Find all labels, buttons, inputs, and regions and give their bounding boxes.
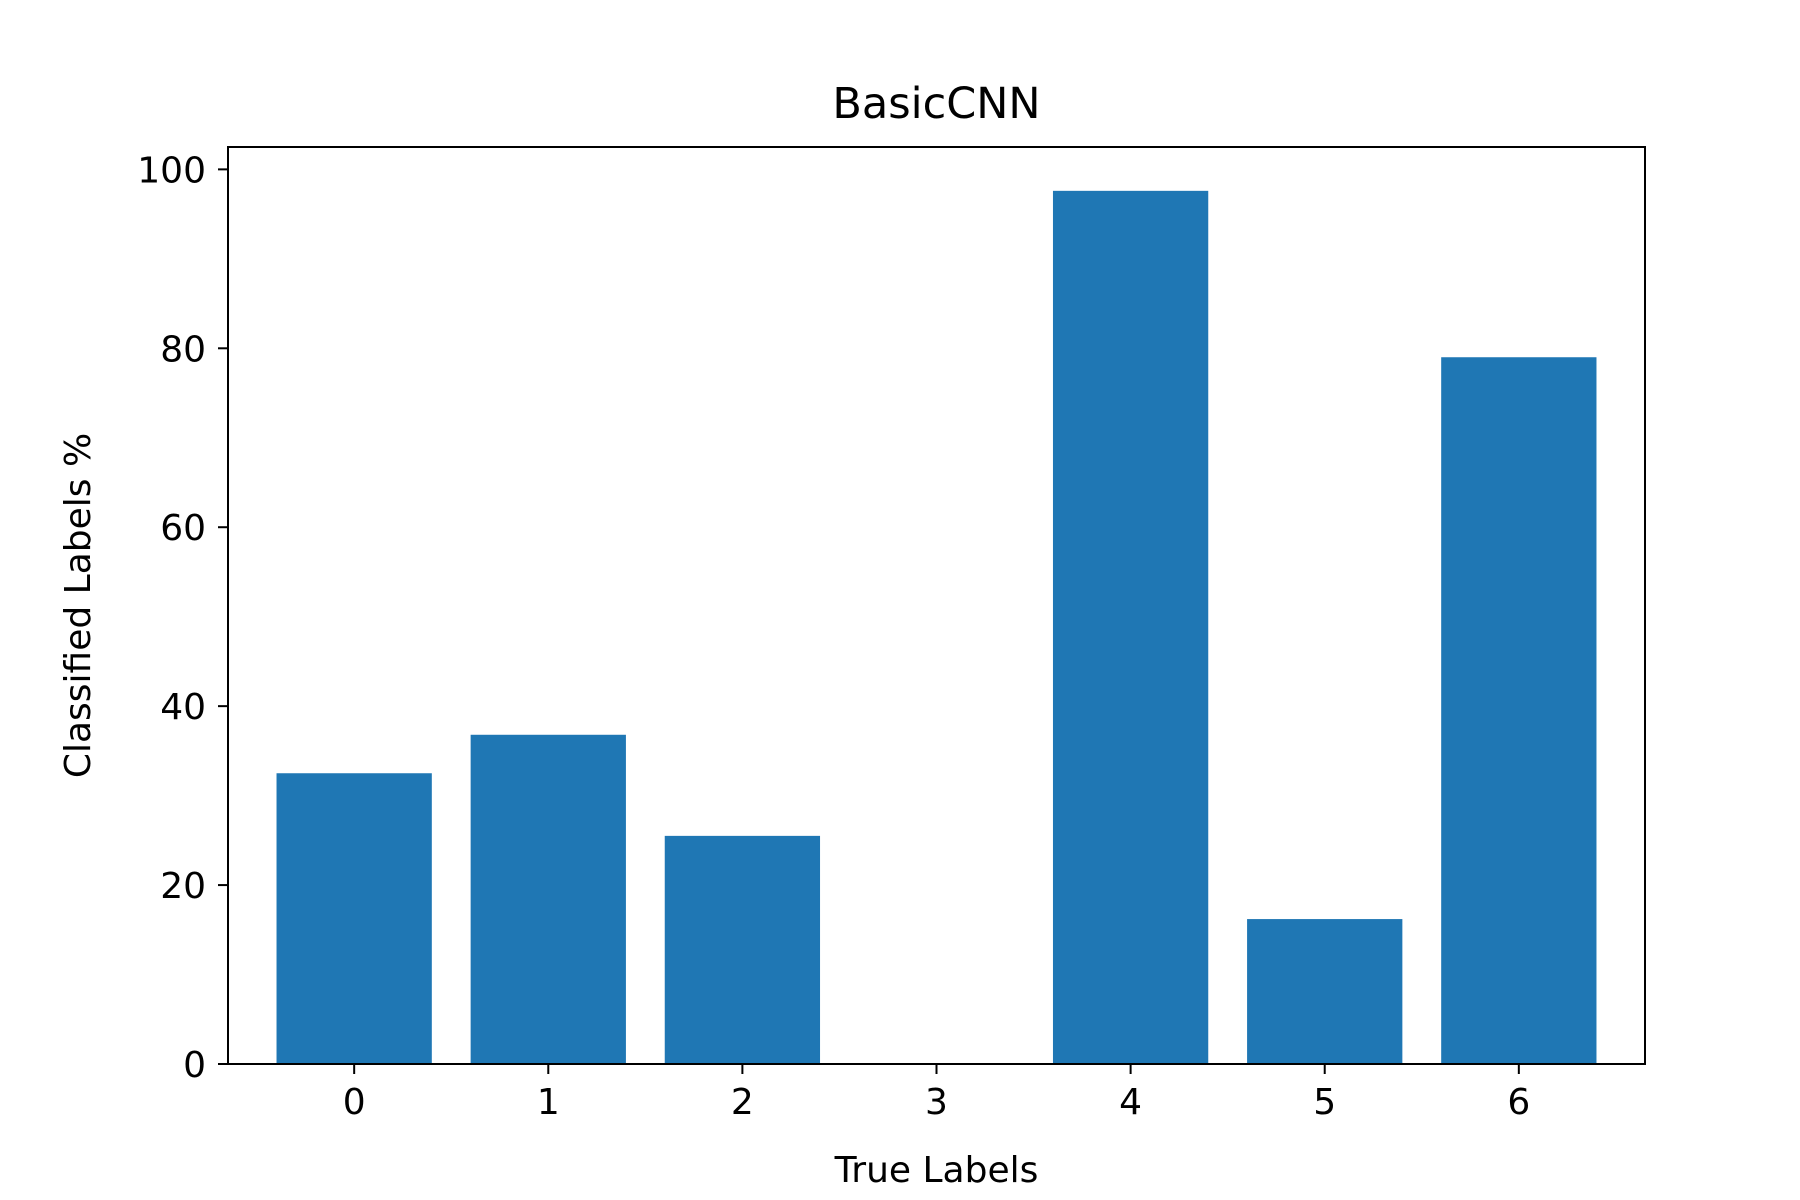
bar-2 xyxy=(664,835,821,1064)
x-tick-label: 2 xyxy=(731,1082,754,1123)
x-tick-label: 5 xyxy=(1313,1082,1336,1123)
y-tick-label: 20 xyxy=(160,866,206,907)
y-tick-label: 60 xyxy=(160,508,206,549)
x-axis-label: True Labels xyxy=(834,1150,1039,1191)
y-axis-ticks: 0 20 40 60 80 100 xyxy=(137,150,228,1086)
x-tick-label: 3 xyxy=(925,1082,948,1123)
y-axis-label: Classified Labels % xyxy=(58,433,99,778)
bar-6 xyxy=(1441,357,1597,1064)
bar-0 xyxy=(276,773,432,1064)
bar-4 xyxy=(1052,190,1209,1065)
chart-title: BasicCNN xyxy=(832,79,1040,129)
x-tick-label: 6 xyxy=(1507,1082,1530,1123)
x-tick-label: 0 xyxy=(343,1082,366,1123)
y-tick-label: 40 xyxy=(160,687,206,728)
x-tick-label: 1 xyxy=(537,1082,560,1123)
x-tick-label: 4 xyxy=(1119,1082,1142,1123)
y-tick-label: 100 xyxy=(137,150,206,191)
y-tick-label: 80 xyxy=(160,329,206,370)
bar-5 xyxy=(1247,919,1403,1064)
y-tick-label: 0 xyxy=(183,1045,206,1086)
bar-1 xyxy=(470,734,626,1064)
x-axis-ticks: 0 1 2 3 4 5 6 xyxy=(343,1064,1530,1123)
bars-group xyxy=(276,190,1597,1065)
